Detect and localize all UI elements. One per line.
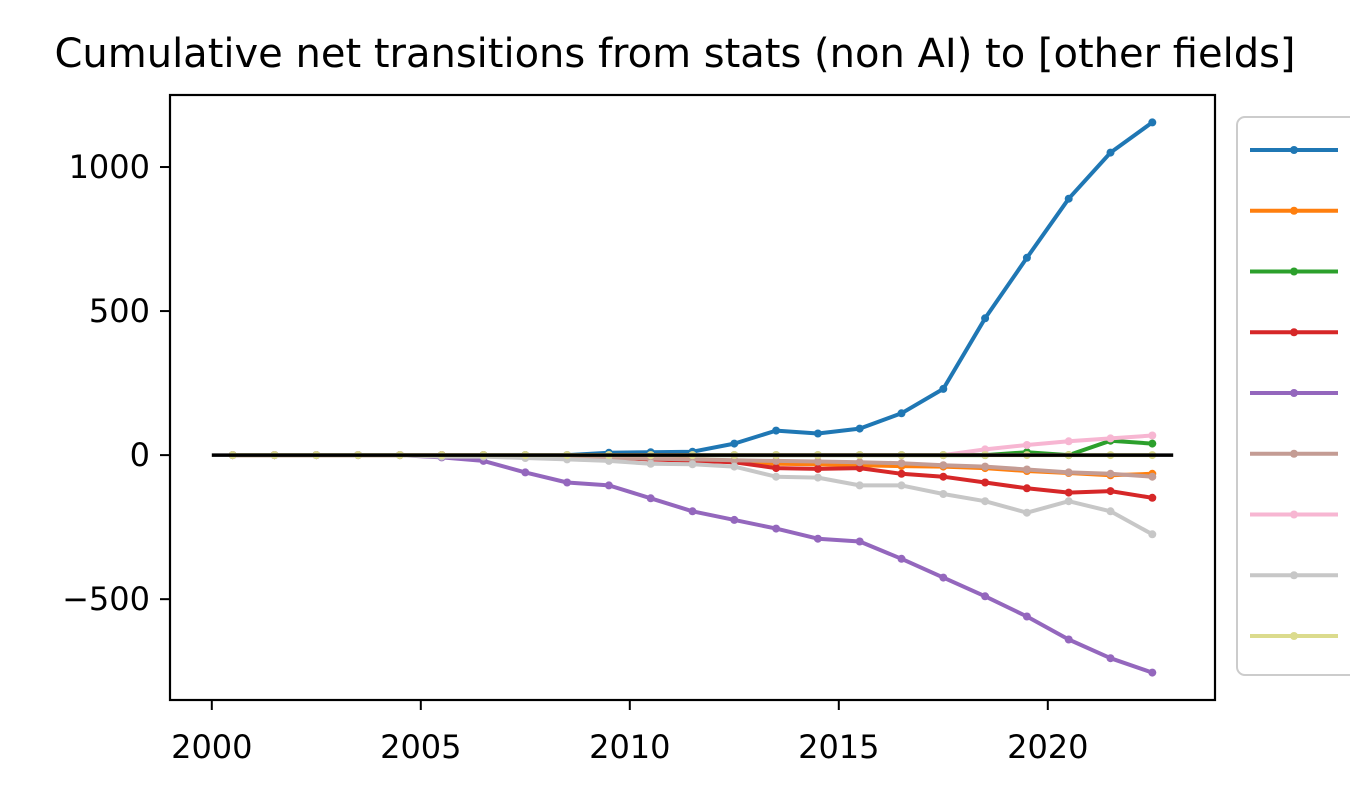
series-4-point bbox=[1106, 487, 1115, 496]
series-3-point bbox=[1148, 439, 1157, 448]
series-8-point bbox=[897, 481, 906, 490]
x-tick-label: 2005 bbox=[380, 728, 461, 766]
legend-marker-7 bbox=[1290, 510, 1298, 519]
series-5-point bbox=[897, 554, 906, 563]
series-6-point bbox=[1106, 469, 1115, 478]
x-tick-label: 2015 bbox=[798, 728, 879, 766]
series-6-point bbox=[1148, 472, 1157, 481]
series-8-point bbox=[939, 490, 948, 498]
series-4-point bbox=[897, 469, 906, 478]
series-6-point bbox=[897, 459, 906, 468]
series-5-point bbox=[939, 573, 948, 582]
legend-marker-1 bbox=[1290, 146, 1298, 154]
legend-marker-5 bbox=[1290, 389, 1298, 397]
series-5-point bbox=[688, 507, 697, 516]
series-5-point bbox=[813, 534, 822, 543]
legend-marker-3 bbox=[1290, 267, 1298, 276]
legend-marker-2 bbox=[1290, 206, 1298, 215]
series-5-point bbox=[646, 494, 655, 503]
legend-marker-8 bbox=[1290, 571, 1298, 580]
series-6-point bbox=[1064, 468, 1073, 477]
x-tick-label: 2010 bbox=[589, 728, 670, 766]
series-4-point bbox=[772, 464, 781, 473]
legend-marker-6 bbox=[1290, 449, 1298, 458]
series-8-point bbox=[604, 456, 613, 465]
series-6-point bbox=[981, 462, 990, 471]
chart-title: Cumulative net transitions from stats (n… bbox=[54, 31, 1295, 77]
y-tick-label: 500 bbox=[89, 292, 150, 330]
series-7-point bbox=[1022, 441, 1031, 449]
series-5-point bbox=[855, 537, 864, 546]
series-5-point bbox=[1064, 635, 1073, 644]
series-5-point bbox=[604, 481, 613, 490]
series-5-point bbox=[563, 478, 572, 487]
series-8-point bbox=[646, 459, 655, 468]
series-5-point bbox=[1106, 654, 1115, 663]
series-5-point bbox=[1148, 668, 1157, 677]
series-8-point bbox=[1148, 530, 1157, 539]
series-6-point bbox=[813, 457, 822, 466]
series-8-point bbox=[1106, 507, 1115, 516]
series-4-point bbox=[1148, 493, 1157, 502]
series-5-point bbox=[772, 524, 781, 533]
series-4-point bbox=[981, 478, 990, 487]
series-4-point bbox=[1022, 484, 1031, 493]
series-8-point bbox=[730, 462, 739, 471]
series-8-point bbox=[855, 481, 864, 490]
series-8-point bbox=[1064, 497, 1073, 506]
x-tick-label: 2020 bbox=[1007, 728, 1088, 766]
series-5-point bbox=[1022, 612, 1031, 621]
series-7-point bbox=[1064, 437, 1073, 446]
series-5-point bbox=[521, 468, 530, 477]
series-1-point bbox=[1148, 118, 1157, 127]
axes-frame bbox=[168, 93, 1217, 702]
series-6-point bbox=[772, 456, 781, 465]
series-1-point bbox=[1064, 194, 1073, 203]
series-1-point bbox=[939, 384, 948, 393]
series-4-point bbox=[855, 464, 864, 473]
y-tick-label: 0 bbox=[130, 436, 150, 474]
series-8-point bbox=[1022, 508, 1031, 517]
series-4-point bbox=[1064, 488, 1073, 497]
series-1-point bbox=[730, 439, 739, 448]
series-1-point bbox=[1106, 148, 1115, 157]
y-tick-label: 1000 bbox=[69, 148, 150, 186]
y-tick-label: −500 bbox=[62, 580, 150, 618]
x-tick-label: 2000 bbox=[171, 728, 252, 766]
series-1-point bbox=[813, 429, 822, 438]
series-7-point bbox=[1106, 434, 1115, 443]
series-4-point bbox=[813, 464, 822, 473]
plot-area: 2000 2005 2010 2015 2020 −500 0 500 1000 bbox=[62, 93, 1217, 766]
series-8-point bbox=[813, 473, 822, 482]
legend bbox=[1236, 116, 1350, 676]
series-1-point bbox=[772, 426, 781, 435]
series-6-point bbox=[939, 461, 948, 470]
series-group bbox=[211, 118, 1174, 677]
series-8-point bbox=[981, 497, 990, 506]
series-7-point bbox=[1148, 431, 1157, 440]
series-6-point bbox=[855, 458, 864, 467]
series-5-point bbox=[730, 515, 739, 524]
legend-marker-4 bbox=[1290, 328, 1298, 337]
legend-marker-9 bbox=[1290, 632, 1298, 640]
series-5-point bbox=[981, 592, 990, 601]
series-6-point bbox=[1022, 465, 1031, 474]
series-line-1 bbox=[232, 120, 1154, 458]
series-1-point bbox=[897, 409, 906, 418]
series-1-point bbox=[855, 424, 864, 433]
series-7-point bbox=[981, 445, 990, 454]
series-4-point bbox=[939, 472, 948, 481]
series-8-point bbox=[772, 472, 781, 481]
series-1-point bbox=[981, 314, 990, 323]
series-1-point bbox=[1022, 253, 1031, 262]
series-8-point bbox=[688, 460, 697, 469]
